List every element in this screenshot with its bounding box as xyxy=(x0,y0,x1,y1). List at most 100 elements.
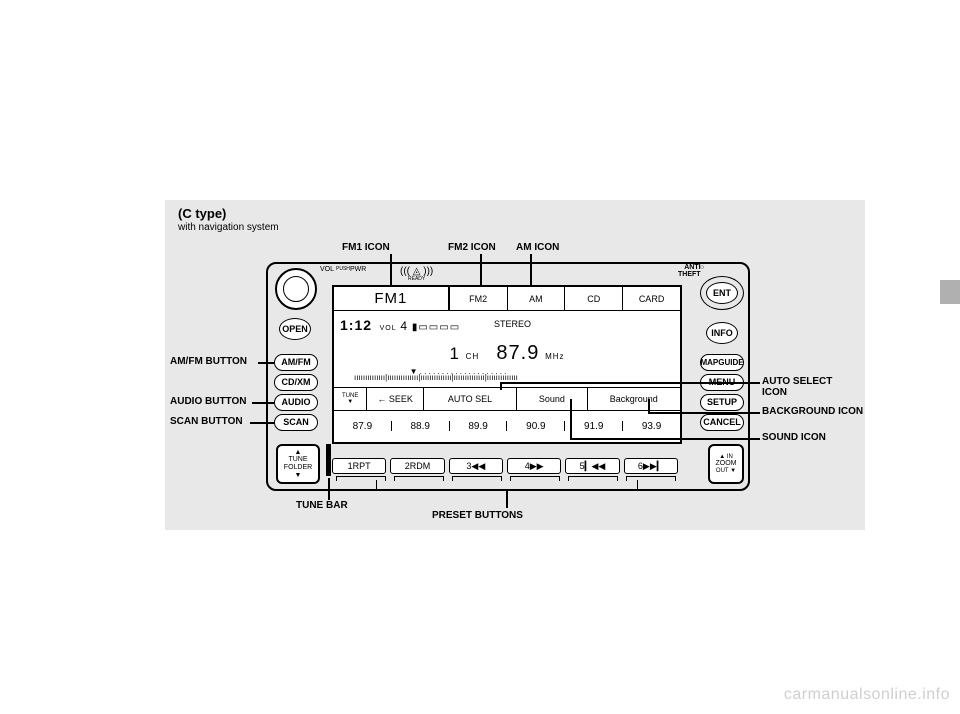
line-scan xyxy=(250,422,274,424)
vol-bar-icon: ▮▭▭▭▭ xyxy=(412,322,460,333)
freq-value: 87.9 xyxy=(496,342,539,364)
line-sound-h xyxy=(570,438,760,440)
anti-theft-led: ○ xyxy=(700,264,704,271)
bracket-small xyxy=(510,476,560,481)
line-bg-h xyxy=(648,412,760,414)
tune-bar xyxy=(326,444,331,476)
zoom-in-label: ▲ IN xyxy=(710,454,742,461)
open-button[interactable]: OPEN xyxy=(279,318,311,340)
diagram-subtitle: with navigation system xyxy=(178,222,279,233)
card-icon[interactable]: CARD xyxy=(622,287,680,311)
bracket-small xyxy=(568,476,618,481)
callout-am-icon: AM ICON xyxy=(516,242,559,253)
cd-icon[interactable]: CD xyxy=(564,287,622,311)
line-bg-v xyxy=(648,399,650,412)
preset-button-3[interactable]: 3◀◀ xyxy=(449,458,503,474)
ent-ring[interactable] xyxy=(700,276,744,310)
preset-freq-row: 87.9 88.9 89.9 90.9 91.9 93.9 xyxy=(334,410,680,441)
callout-auto-select: AUTO SELECT ICON xyxy=(762,376,832,398)
folder-label: FOLDER xyxy=(278,464,318,472)
callout-fm1-icon: FM1 ICON xyxy=(342,242,390,253)
preset-freq: 89.9 xyxy=(450,411,507,441)
clock-vol-row: 1:12 VOL 4 ▮▭▭▭▭ xyxy=(340,317,460,333)
info-button[interactable]: INFO xyxy=(706,322,738,344)
cancel-button[interactable]: CANCEL xyxy=(700,414,744,431)
cdxm-button[interactable]: CD/XM xyxy=(274,374,318,391)
callout-tune-bar: TUNE BAR xyxy=(296,500,348,511)
seek-cell[interactable]: ← SEEK xyxy=(367,388,423,410)
preset-buttons-row: 1RPT 2RDM 3◀◀ 4▶▶ 5▎◀◀ 6▶▶▎ xyxy=(332,458,678,474)
bracket-small xyxy=(394,476,444,481)
line-tunebar xyxy=(328,478,330,500)
tuning-scale: ▼ . . . . . . . . . . . . . . . . . . . … xyxy=(354,369,660,380)
fm2-icon[interactable]: FM2 xyxy=(449,287,507,311)
line-sound-v xyxy=(570,399,572,438)
frequency-display: 1 CH 87.9 MHz xyxy=(334,342,680,365)
ch-label: CH xyxy=(466,352,480,361)
tune-label: TUNE xyxy=(278,456,318,464)
setup-button[interactable]: SETUP xyxy=(700,394,744,411)
audio-button[interactable]: AUDIO xyxy=(274,394,318,411)
vol-label: VOL xyxy=(320,266,334,273)
pwr-label: PWR xyxy=(350,266,366,273)
side-tab xyxy=(940,280,960,304)
amfm-button[interactable]: AM/FM xyxy=(274,354,318,371)
preset-freq: 91.9 xyxy=(565,411,622,441)
tune-up-icon: ▲ xyxy=(278,449,318,457)
preset-button-1[interactable]: 1RPT xyxy=(332,458,386,474)
zoom-label: ZOOM xyxy=(710,460,742,468)
function-row: TUNE ▼ ← SEEK AUTO SEL Sound Background xyxy=(334,387,680,410)
watermark: carmanualsonline.info xyxy=(784,686,950,704)
page: (C type) with navigation system VOL PUSH… xyxy=(0,0,960,714)
tune-down-icon: ▼ xyxy=(278,472,318,480)
freq-unit: MHz xyxy=(545,352,564,361)
callout-background-icon: BACKGROUND ICON xyxy=(762,406,863,417)
preset-button-4[interactable]: 4▶▶ xyxy=(507,458,561,474)
preset-button-6[interactable]: 6▶▶▎ xyxy=(624,458,678,474)
push-label: PUSH xyxy=(336,266,350,272)
fm1-icon[interactable]: FM1 xyxy=(334,287,449,311)
vol-text: VOL xyxy=(380,325,397,332)
line-fm1 xyxy=(390,254,392,286)
background-icon[interactable]: Background xyxy=(588,388,680,410)
anti-theft-label: ANTI THEFT xyxy=(678,264,701,278)
ch-value: 1 xyxy=(449,344,459,363)
callout-amfm-button: AM/FM BUTTON xyxy=(170,356,247,367)
preset-freq: 88.9 xyxy=(392,411,449,441)
band-row: FM1 FM2 AM CD CARD xyxy=(334,287,680,311)
line-auto-sel-h xyxy=(500,382,760,384)
tune-folder-button[interactable]: ▲ TUNE FOLDER ▼ xyxy=(276,444,320,484)
tune-cell[interactable]: TUNE ▼ xyxy=(334,388,367,410)
preset-button-5[interactable]: 5▎◀◀ xyxy=(565,458,619,474)
callout-sound-icon: SOUND ICON xyxy=(762,432,826,443)
callout-audio-button: AUDIO BUTTON xyxy=(170,396,246,407)
clock-value: 1:12 xyxy=(340,317,372,333)
stereo-label: STEREO xyxy=(494,319,531,329)
bracket-small xyxy=(626,476,676,481)
am-icon[interactable]: AM xyxy=(507,287,565,311)
scan-button[interactable]: SCAN xyxy=(274,414,318,431)
display-screen: FM1 FM2 AM CD CARD 1:12 VOL 4 ▮▭▭▭▭ STER… xyxy=(332,285,682,444)
preset-freq: 87.9 xyxy=(334,411,391,441)
preset-button-2[interactable]: 2RDM xyxy=(390,458,444,474)
line-amfm xyxy=(258,362,274,364)
bracket-small xyxy=(452,476,502,481)
preset-freq: 93.9 xyxy=(623,411,680,441)
volume-knob[interactable] xyxy=(275,268,317,310)
auto-select-icon[interactable]: AUTO SEL xyxy=(424,388,517,410)
line-auto-sel-v xyxy=(500,382,502,390)
callout-preset-buttons: PRESET BUTTONS xyxy=(432,510,523,521)
line-audio xyxy=(252,402,274,404)
line-presets xyxy=(506,490,508,508)
ready-label: READY xyxy=(408,276,425,282)
mapguide-button[interactable]: MAPGUIDE xyxy=(700,354,744,371)
sound-icon[interactable]: Sound xyxy=(517,388,587,410)
callout-fm2-icon: FM2 ICON xyxy=(448,242,496,253)
line-am xyxy=(530,254,532,286)
zoom-out-label: OUT ▼ xyxy=(710,468,742,475)
zoom-button[interactable]: ▲ IN ZOOM OUT ▼ xyxy=(708,444,744,484)
preset-freq: 90.9 xyxy=(507,411,564,441)
line-fm2 xyxy=(480,254,482,286)
callout-scan-button: SCAN BUTTON xyxy=(170,416,243,427)
vol-value: 4 xyxy=(400,319,408,333)
